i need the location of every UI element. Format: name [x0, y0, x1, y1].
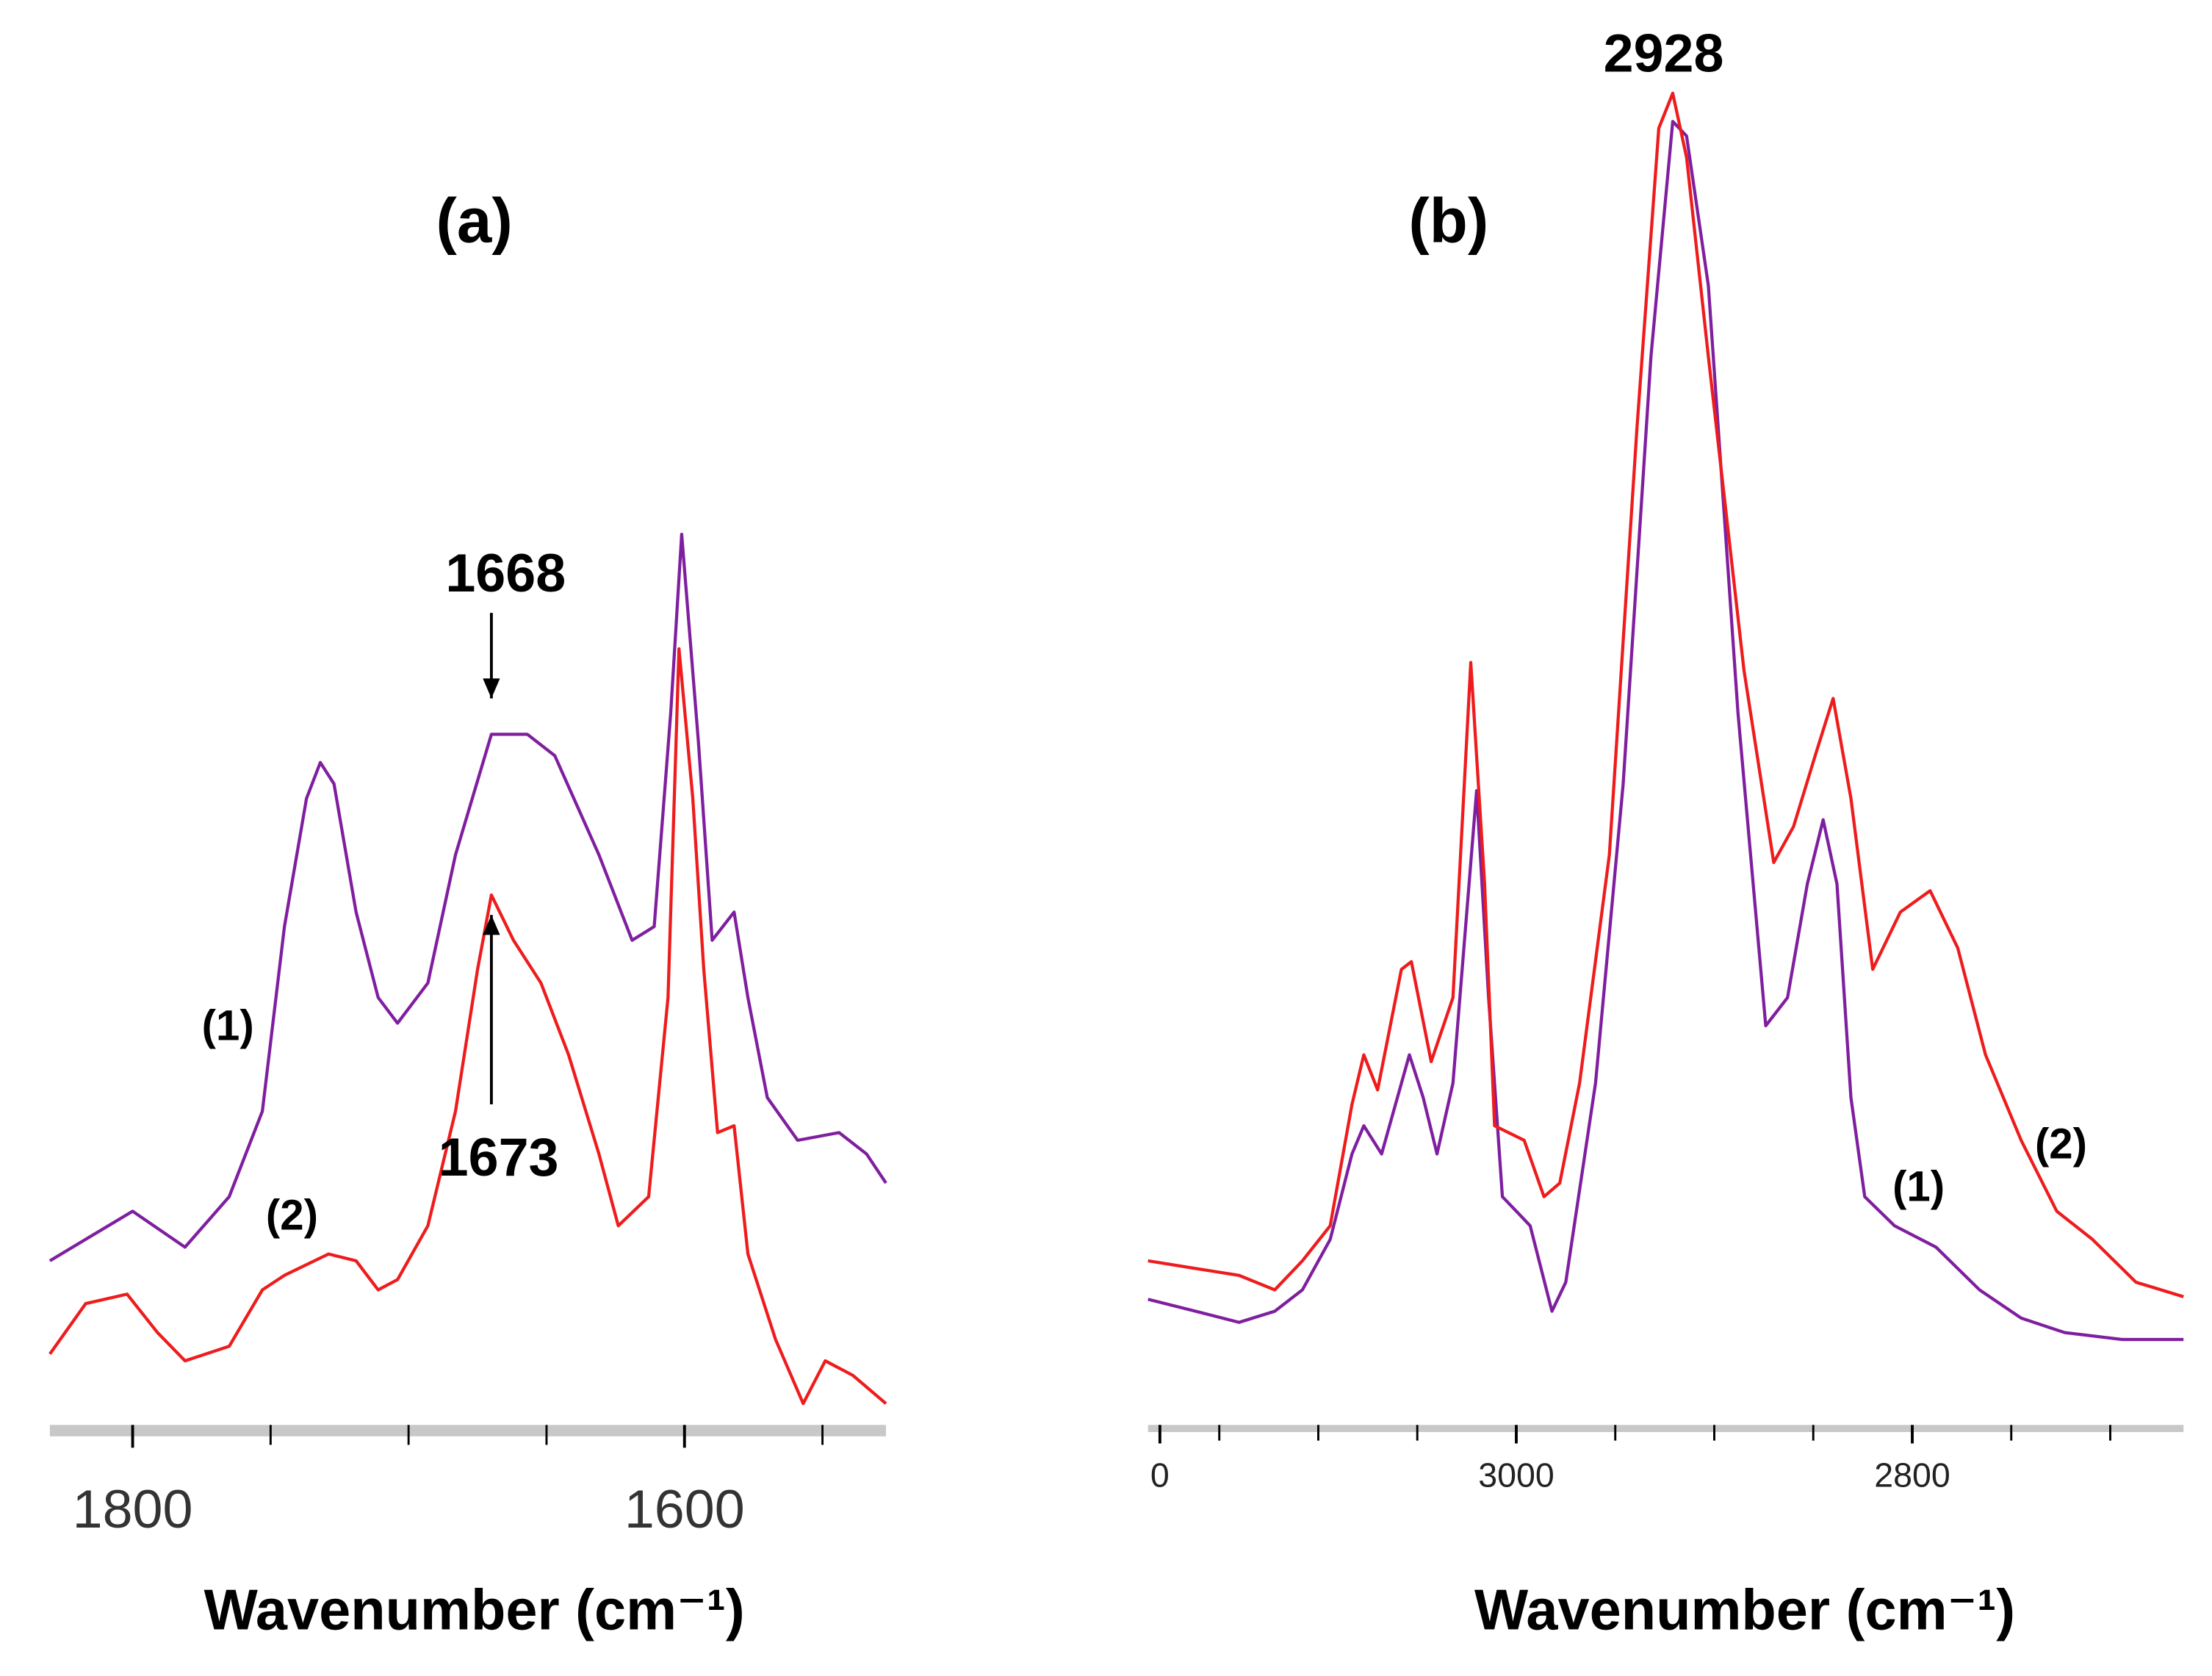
annotation: 2928 [1604, 22, 1724, 83]
annotation: 1673 [439, 1126, 559, 1187]
x-axis-bar [49, 1425, 886, 1436]
x-axis-bar [1148, 1425, 2184, 1432]
x-axis-label: Wavenumber (cm⁻¹) [204, 1579, 745, 1642]
series-label: (2) [2035, 1121, 2087, 1168]
series-label: (1) [1892, 1163, 1945, 1211]
x-tick-label: 1600 [624, 1478, 745, 1539]
series-label: (2) [266, 1192, 318, 1240]
spectrum-line [48, 533, 887, 1262]
spectrum-line [48, 647, 887, 1406]
spectrum-line [1148, 91, 2184, 1298]
chart-title: (a) [436, 186, 513, 256]
x-tick-label: 2800 [1874, 1456, 1950, 1494]
x-tick-label: 1800 [73, 1478, 193, 1539]
x-axis-label: Wavenumber (cm⁻¹) [1474, 1579, 2015, 1642]
chart-title: (b) [1408, 186, 1488, 256]
arrow-head [483, 915, 500, 935]
annotation: 1668 [445, 542, 566, 603]
panel-b: 0 3000 2800 (1) (2) (b) Wavenumber (cm⁻¹) 2928 [1148, 22, 2184, 1642]
series-label: (1) [202, 1002, 254, 1050]
panel-a: 1800 1600 (1) (2) (a) Wavenumber (cm⁻¹) 1668 16… [48, 186, 887, 1642]
x-tick-label: 3000 [1478, 1456, 1554, 1494]
arrow-head [483, 678, 500, 699]
x-tick-label: 0 [1150, 1456, 1170, 1494]
spectrum-line [1148, 120, 2184, 1342]
